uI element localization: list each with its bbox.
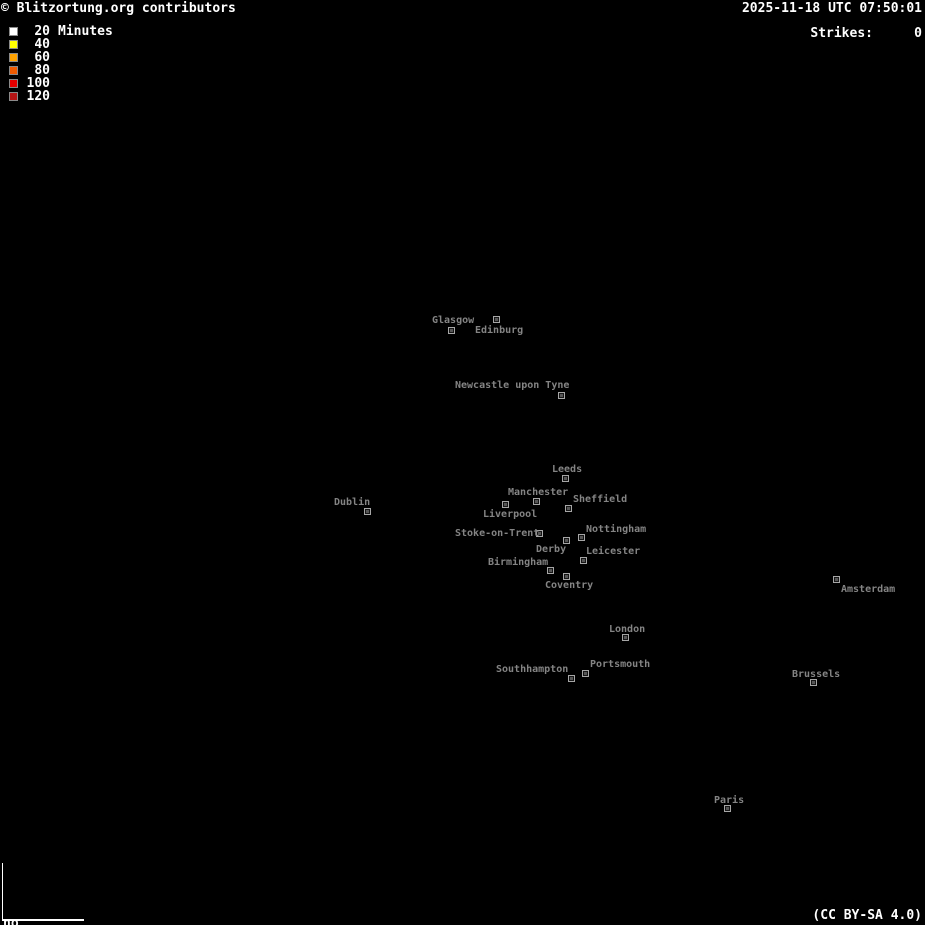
activity-status: no activity [3, 894, 66, 925]
city-label-paris: Paris [714, 795, 745, 806]
legend-unit-label: Minutes [58, 24, 113, 39]
legend-item-60: 60 [9, 51, 113, 64]
city-marker-edinburg [493, 316, 500, 323]
activity-axis-vertical-line [2, 863, 3, 920]
legend-swatch-icon [9, 66, 18, 75]
city-label-portsmouth: Portsmouth [590, 659, 651, 670]
city-label-leeds: Leeds [552, 464, 583, 475]
city-label-dublin: Dublin [334, 497, 371, 508]
city-label-leicester: Leicester [586, 546, 641, 557]
legend-minutes-label: 20 [34, 24, 50, 39]
legend-minutes-label: 60 [34, 50, 50, 65]
city-marker-derby [563, 537, 570, 544]
strikes-counter: Strikes: 0 [810, 26, 922, 41]
city-marker-glasgow [448, 327, 455, 334]
city-label-brussels: Brussels [792, 669, 841, 680]
city-marker-leicester [580, 557, 587, 564]
legend-minutes-label: 100 [26, 76, 50, 91]
legend-swatch-icon [9, 40, 18, 49]
attribution-text: © Blitzortung.org contributors [1, 1, 236, 16]
city-marker-liverpool [502, 501, 509, 508]
legend-minutes-label: 40 [34, 37, 50, 52]
city-label-birmingham: Birmingham [488, 557, 549, 568]
legend-item-80: 80 [9, 64, 113, 77]
city-marker-southhampton [568, 675, 575, 682]
legend-swatch-icon [9, 53, 18, 62]
city-marker-amsterdam [833, 576, 840, 583]
strikes-label: Strikes: [810, 26, 873, 41]
city-label-london: London [609, 624, 646, 635]
legend-swatch-icon [9, 27, 18, 36]
legend-item-120: 120 [9, 90, 113, 103]
legend-item-100: 100 [9, 77, 113, 90]
strikes-value: 0 [914, 26, 922, 41]
city-marker-manchester [533, 498, 540, 505]
city-marker-stoke-on-trent [536, 530, 543, 537]
city-marker-leeds [562, 475, 569, 482]
legend-item-20: 20 Minutes [9, 25, 113, 38]
city-label-nottingham: Nottingham [586, 524, 647, 535]
city-label-newcastle-upon-tyne: Newcastle upon Tyne [455, 380, 570, 391]
city-label-manchester: Manchester [508, 487, 569, 498]
city-label-sheffield: Sheffield [573, 494, 628, 505]
city-marker-paris [724, 805, 731, 812]
city-marker-london [622, 634, 629, 641]
legend-swatch-icon [9, 92, 18, 101]
legend-item-40: 40 [9, 38, 113, 51]
city-marker-nottingham [578, 534, 585, 541]
city-label-derby: Derby [536, 544, 567, 555]
license-text: (CC BY-SA 4.0) [812, 908, 922, 923]
legend-minutes-label: 80 [34, 63, 50, 78]
city-label-southhampton: Southhampton [496, 664, 569, 675]
city-marker-sheffield [565, 505, 572, 512]
legend-swatch-icon [9, 79, 18, 88]
datetime-text: 2025-11-18 UTC 07:50:01 [741, 1, 922, 16]
city-marker-birmingham [547, 567, 554, 574]
city-marker-newcastle-upon-tyne [558, 392, 565, 399]
city-label-glasgow: Glasgow [432, 315, 475, 326]
time-legend: 20 Minutes 40 60 80 100 120 [9, 25, 113, 103]
legend-minutes-label: 120 [26, 89, 50, 104]
city-label-amsterdam: Amsterdam [841, 584, 896, 595]
city-label-coventry: Coventry [545, 580, 594, 591]
city-label-edinburg: Edinburg [475, 325, 524, 336]
city-marker-brussels [810, 679, 817, 686]
city-marker-portsmouth [582, 670, 589, 677]
city-label-liverpool: Liverpool [483, 509, 538, 520]
city-marker-dublin [364, 508, 371, 515]
activity-status-line1: no [3, 916, 19, 925]
activity-axis-horizontal-line [2, 919, 84, 921]
city-label-stoke-on-trent: Stoke-on-Trent [455, 528, 540, 539]
city-marker-coventry [563, 573, 570, 580]
